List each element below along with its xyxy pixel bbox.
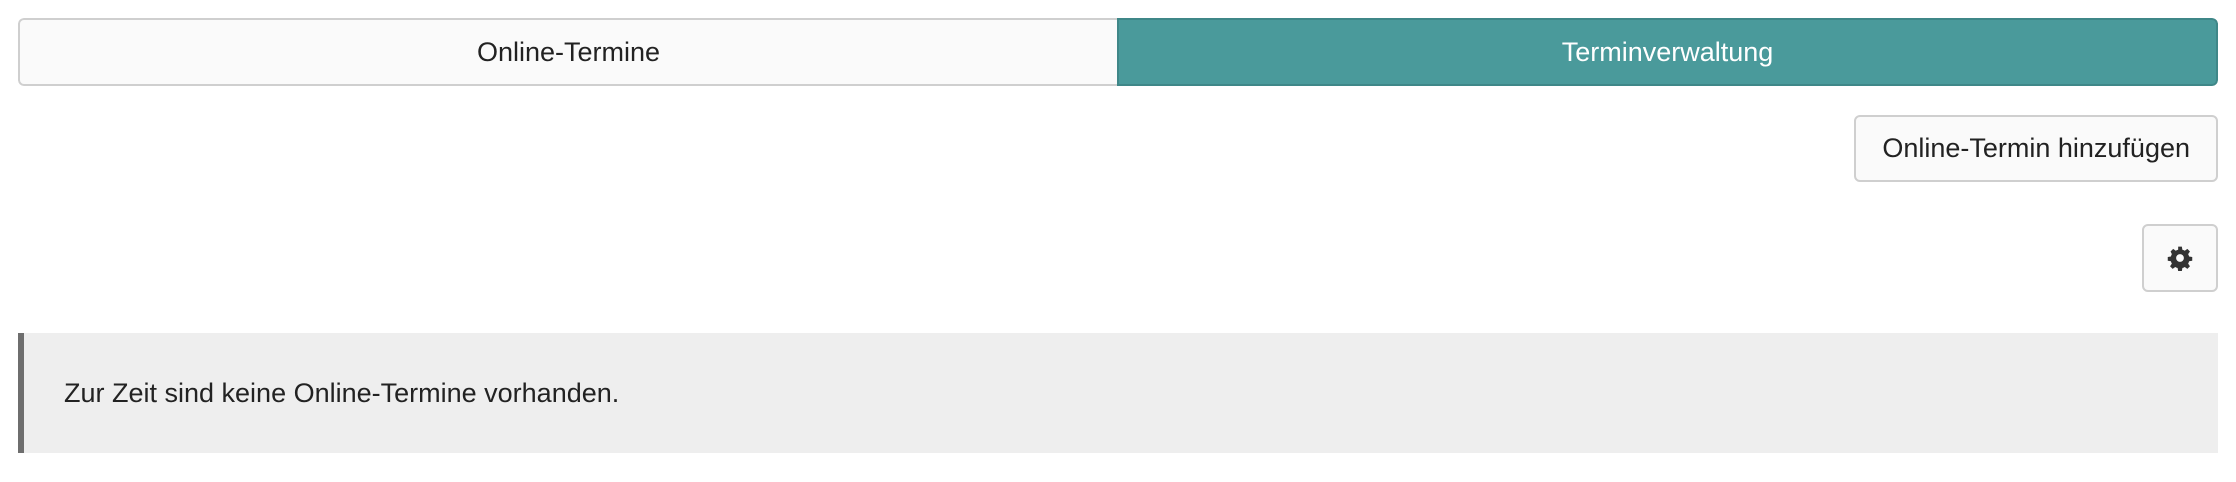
tab-terminverwaltung[interactable]: Terminverwaltung [1117,18,2218,86]
gear-icon [2167,245,2193,271]
empty-state-message: Zur Zeit sind keine Online-Termine vorha… [64,377,620,408]
tab-bar: Online-Termine Terminverwaltung [18,18,2218,86]
tab-terminverwaltung-label: Terminverwaltung [1561,36,1774,67]
add-online-termin-button[interactable]: Online-Termin hinzufügen [1854,115,2218,182]
settings-button[interactable] [2142,224,2218,292]
tab-online-termine[interactable]: Online-Termine [18,18,1117,86]
add-online-termin-label: Online-Termin hinzufügen [1882,133,2190,163]
empty-state-notice: Zur Zeit sind keine Online-Termine vorha… [18,333,2218,453]
tab-online-termine-label: Online-Termine [476,36,661,67]
